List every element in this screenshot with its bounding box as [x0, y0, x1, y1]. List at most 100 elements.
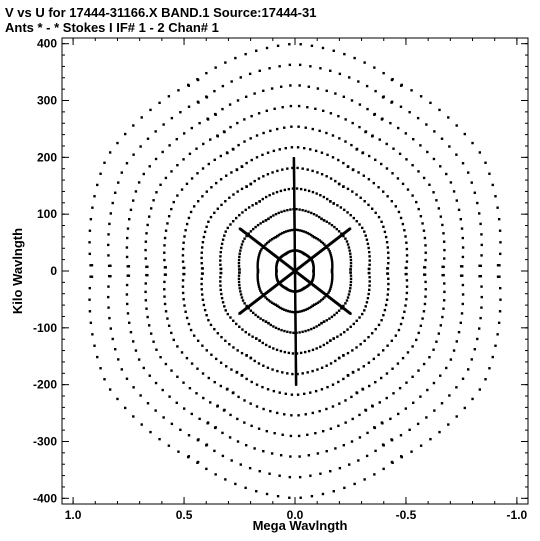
uv-point: [293, 249, 296, 253]
uv-point: [445, 172, 448, 176]
uv-point: [265, 46, 269, 50]
uv-point: [424, 288, 427, 291]
uv-point: [368, 284, 371, 287]
uv-point: [126, 236, 129, 240]
uv-point: [266, 151, 270, 154]
uv-point: [293, 210, 296, 213]
uv-point: [284, 230, 288, 233]
uv-point: [321, 297, 325, 301]
uv-point: [289, 331, 292, 334]
uv-point: [303, 350, 307, 354]
uv-point: [123, 406, 127, 410]
uv-point: [234, 322, 238, 326]
uv-point: [344, 237, 347, 240]
uv-point: [219, 250, 222, 254]
uv-point: [333, 225, 336, 229]
uv-point: [125, 377, 129, 380]
uv-point: [175, 137, 178, 141]
uv-point: [309, 65, 312, 68]
uv-point: [419, 95, 423, 98]
uv-point: [368, 259, 371, 262]
uv-point: [307, 328, 310, 332]
uv-point: [276, 304, 279, 307]
uv-point: [228, 436, 232, 439]
uv-point: [224, 200, 227, 203]
uv-point: [292, 162, 296, 165]
uv-point: [293, 206, 296, 209]
uv-point: [349, 325, 352, 329]
uv-point: [292, 170, 296, 174]
uv-point: [424, 244, 427, 247]
uv-point: [337, 158, 340, 162]
uv-point: [416, 422, 420, 426]
uv-point: [234, 216, 238, 220]
uv-point: [134, 349, 138, 352]
uv-point: [328, 289, 331, 292]
uv-point: [405, 298, 408, 301]
uv-point: [272, 325, 275, 328]
uv-point: [299, 187, 303, 191]
uv-point: [108, 316, 111, 320]
uv-point: [331, 272, 334, 276]
uv-point: [311, 190, 315, 194]
uv-point: [296, 166, 299, 170]
uv-point: [293, 266, 297, 269]
uv-point: [331, 405, 335, 408]
uv-point: [168, 395, 171, 398]
uv-point: [337, 309, 341, 312]
uv-point: [276, 494, 280, 498]
uv-point: [182, 381, 185, 384]
uv-point: [238, 252, 241, 255]
uv-point: [401, 182, 405, 186]
uv-point: [205, 314, 208, 317]
uv-point: [401, 356, 405, 360]
uv-point: [146, 223, 149, 227]
uv-point: [322, 219, 326, 222]
uv-point: [294, 341, 297, 344]
uv-point: [267, 217, 270, 221]
uv-point: [189, 210, 193, 214]
uv-point: [259, 222, 262, 225]
uv-point: [381, 96, 385, 99]
uv-point: [447, 423, 450, 426]
uv-point: [342, 95, 346, 98]
uv-point: [142, 172, 145, 176]
uv-point: [264, 243, 267, 246]
uv-point: [294, 373, 298, 377]
uv-point: [293, 219, 296, 223]
uv-point: [144, 282, 147, 285]
x-axis-label: Mega Wavlngth: [253, 518, 348, 533]
uv-point: [410, 89, 413, 92]
uv-point: [422, 229, 426, 232]
uv-point: [357, 368, 360, 371]
uv-point: [473, 191, 476, 194]
uv-point: [349, 283, 352, 287]
uv-point: [289, 434, 293, 438]
uv-point: [497, 321, 501, 325]
uv-point: [293, 189, 296, 193]
uv-point: [387, 282, 390, 286]
uv-point: [362, 174, 365, 177]
uv-point: [200, 256, 203, 260]
uv-point: [216, 405, 219, 408]
uv-point: [116, 141, 119, 145]
uv-point: [405, 279, 409, 282]
uv-point: [294, 367, 298, 370]
uv-point: [441, 315, 444, 319]
uv-point: [294, 345, 297, 348]
uv-point: [371, 134, 374, 137]
uv-point: [144, 290, 147, 294]
uv-point: [399, 322, 403, 326]
uv-point: [329, 470, 332, 473]
uv-point: [259, 289, 262, 292]
uv-point: [357, 459, 360, 462]
uv-point: [144, 240, 148, 243]
uv-point: [330, 283, 333, 286]
uv-point: [109, 264, 112, 267]
uv-point: [109, 327, 112, 330]
uv-point: [259, 250, 262, 253]
uv-point: [349, 271, 352, 274]
uv-point: [363, 61, 366, 64]
uv-point: [292, 163, 296, 167]
uv-point: [319, 472, 322, 475]
